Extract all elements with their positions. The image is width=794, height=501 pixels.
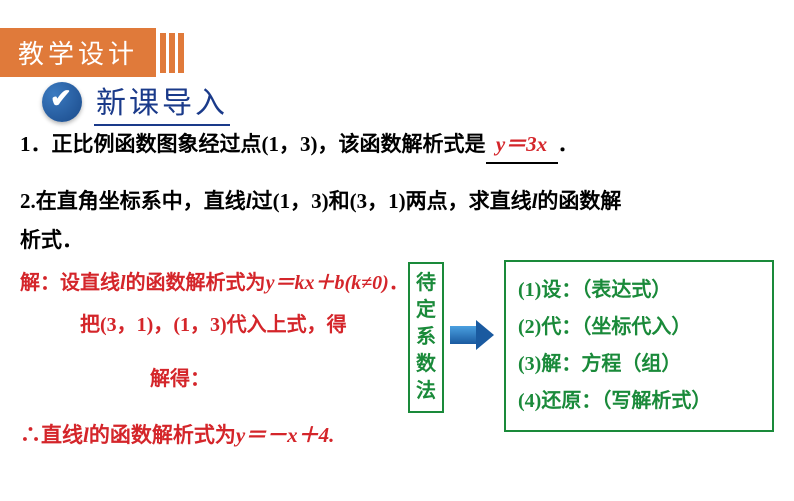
sol1-c: 的函数解析式为 [126, 272, 266, 294]
section-title-row: 新课导入 [42, 78, 230, 126]
header-decoration [160, 33, 184, 73]
method-label-box: 待定系数法 [408, 262, 444, 413]
section-title: 新课导入 [94, 78, 230, 126]
sol1-a: 解：设直线 [20, 272, 120, 294]
sol1-e: ． [389, 272, 409, 294]
solf-c: 的函数解析式为 [89, 423, 236, 447]
q1-text: 1．正比例函数图象经过点(1，3)，该函数解析式是 [20, 132, 486, 156]
header-bar: 教学设计 [0, 28, 184, 77]
q2-part-e: 的函数解 [537, 189, 621, 213]
step-3: (3)解：方程（组） [518, 346, 760, 383]
q1-answer: y＝3x [496, 132, 547, 156]
header-tab: 教学设计 [0, 28, 156, 77]
step-4: (4)还原：（写解析式） [518, 383, 760, 420]
q2-part-a: 2.在直角坐标系中，直线 [20, 189, 246, 213]
solf-formula: y＝－x＋4. [236, 423, 335, 447]
sol1-formula: y＝kx＋b(k≠0) [266, 272, 389, 294]
question-2: 2.在直角坐标系中，直线l过(1，3)和(3，1)两点，求直线l的函数解 析式． [20, 182, 774, 262]
step-1: (1)设：（表达式） [518, 272, 760, 309]
check-icon [42, 82, 82, 122]
solf-a: ∴直线 [20, 423, 83, 447]
question-1: 1．正比例函数图象经过点(1，3)，该函数解析式是 y＝3x ． [20, 128, 774, 164]
step-2: (2)代：（坐标代入） [518, 309, 760, 346]
arrow-icon [450, 320, 498, 350]
q2-line2: 析式． [20, 228, 83, 252]
arrow-body [450, 326, 476, 344]
q1-blank: y＝3x [486, 128, 558, 164]
q1-suffix: ． [558, 132, 579, 156]
method-steps-box: (1)设：（表达式） (2)代：（坐标代入） (3)解：方程（组） (4)还原：… [504, 260, 774, 432]
arrow-head [476, 320, 494, 350]
q2-part-c: 过(1，3)和(3，1)两点，求直线 [252, 189, 532, 213]
